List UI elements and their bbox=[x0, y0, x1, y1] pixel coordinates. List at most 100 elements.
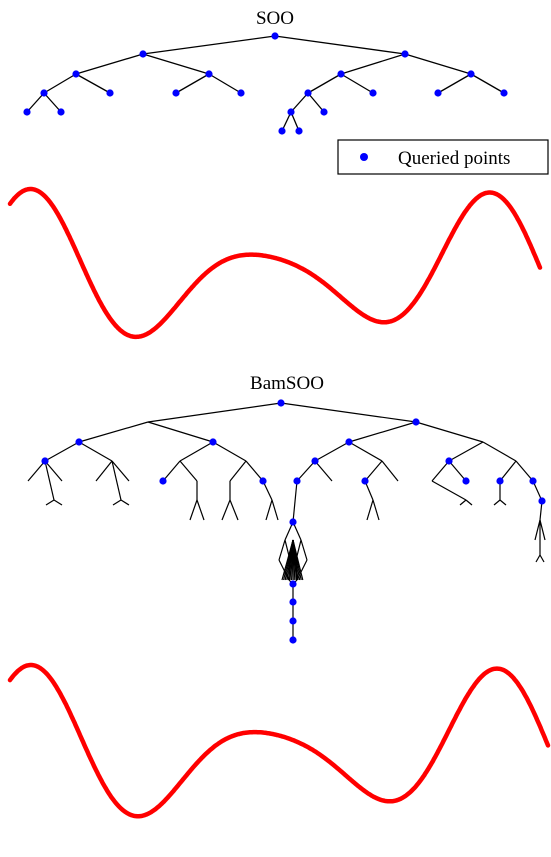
soo-tree-queried-point bbox=[237, 89, 245, 97]
bamsoo-tree-edge bbox=[221, 499, 231, 521]
soo-tree-points bbox=[23, 32, 508, 135]
bamsoo-tree-edge bbox=[535, 554, 541, 563]
soo-tree-edge bbox=[43, 73, 77, 94]
bamsoo-tree-queried-point bbox=[159, 477, 167, 485]
bamsoo-tree-edge bbox=[539, 519, 546, 541]
bamsoo-objective-curve bbox=[7, 662, 551, 819]
bamsoo-tree-queried-point bbox=[289, 580, 297, 588]
bamsoo-tree-queried-point bbox=[529, 477, 537, 485]
soo-tree-queried-point bbox=[106, 89, 114, 97]
bamsoo-tree-queried-point bbox=[259, 477, 267, 485]
bamsoo-tree-edge bbox=[27, 460, 46, 482]
soo-tree-edge bbox=[142, 35, 276, 55]
soo-tree-queried-point bbox=[271, 32, 279, 40]
soo-tree-edge bbox=[404, 53, 472, 75]
bamsoo-tree-edge bbox=[493, 499, 501, 506]
bamsoo-tree-queried-point bbox=[293, 477, 301, 485]
soo-tree-queried-point bbox=[304, 89, 312, 97]
soo-tree-queried-point bbox=[287, 108, 295, 116]
soo-objective-curve bbox=[7, 186, 543, 340]
bamsoo-tree-edge bbox=[245, 460, 264, 482]
bamsoo-tree-queried-point bbox=[462, 477, 470, 485]
bamsoo-tree-edge bbox=[539, 554, 545, 563]
bamsoo-tree-queried-point bbox=[41, 457, 49, 465]
soo-tree-queried-point bbox=[320, 108, 328, 116]
soo-tree-edge bbox=[307, 73, 342, 94]
bamsoo-tree-edge bbox=[44, 460, 63, 482]
bamsoo-tree-edge bbox=[465, 499, 473, 506]
soo-tree-edge bbox=[274, 35, 406, 55]
bamsoo-tree-edge bbox=[415, 421, 484, 443]
bamsoo-tree-edge bbox=[53, 499, 63, 506]
bamsoo-tree-edge bbox=[147, 402, 282, 423]
bamsoo-tree-edge bbox=[482, 441, 517, 462]
bamsoo-tree-edge bbox=[431, 460, 450, 482]
bamsoo-title: BamSOO bbox=[250, 373, 324, 394]
soo-tree-queried-point bbox=[467, 70, 475, 78]
bamsoo-tree-edge bbox=[296, 460, 316, 482]
bamsoo-tree-queried-point bbox=[538, 497, 546, 505]
soo-tree-edge bbox=[175, 73, 210, 94]
bamsoo-tree-edge bbox=[111, 460, 122, 501]
bamsoo-tree-edge bbox=[78, 421, 149, 443]
bamsoo-tree-edge bbox=[147, 421, 214, 443]
bamsoo-tree-points bbox=[41, 399, 546, 644]
bamsoo-tree-edge bbox=[515, 460, 534, 482]
bamsoo-tree-edge bbox=[120, 499, 130, 506]
bamsoo-tree-edge bbox=[189, 499, 198, 521]
soo-tree-edge bbox=[208, 73, 242, 94]
soo-tree-queried-point bbox=[172, 89, 180, 97]
bamsoo-tree-edge bbox=[111, 460, 130, 482]
bamsoo-tree-edge bbox=[314, 441, 350, 462]
bamsoo-tree-edge bbox=[348, 441, 383, 462]
soo-tree-queried-point bbox=[337, 70, 345, 78]
bamsoo-tree-edge bbox=[381, 460, 399, 482]
soo-tree-edge bbox=[340, 73, 374, 94]
soo-tree-edge bbox=[75, 53, 144, 75]
bamsoo-tree-edge bbox=[280, 402, 417, 423]
bamsoo-tree-queried-point bbox=[496, 477, 504, 485]
bamsoo-tree-queried-point bbox=[445, 457, 453, 465]
bamsoo-tree-edge bbox=[300, 539, 308, 561]
bamsoo-tree-edge bbox=[229, 499, 239, 521]
bamsoo-tree-queried-point bbox=[289, 617, 297, 625]
bamsoo-tree-edge bbox=[448, 441, 484, 462]
bamsoo-tree-queried-point bbox=[289, 518, 297, 526]
bamsoo-tree-edge bbox=[45, 499, 55, 506]
soo-tree-queried-point bbox=[40, 89, 48, 97]
soo-tree-queried-point bbox=[295, 127, 303, 135]
soo-tree-queried-point bbox=[23, 108, 31, 116]
bamsoo-tree-edge bbox=[499, 460, 517, 482]
bamsoo-tree-queried-point bbox=[209, 438, 217, 446]
soo-tree-edge bbox=[75, 73, 111, 94]
bamsoo-tree-queried-point bbox=[361, 477, 369, 485]
bamsoo-tree-edge bbox=[44, 460, 55, 501]
bamsoo-tree-edge bbox=[212, 441, 247, 462]
legend-box bbox=[337, 139, 549, 175]
bamsoo-tree-queried-point bbox=[277, 399, 285, 407]
bamsoo-tree-queried-point bbox=[289, 598, 297, 606]
bamsoo-tree-edge bbox=[364, 460, 383, 482]
bamsoo-tree-edge bbox=[314, 460, 333, 482]
soo-tree-queried-point bbox=[278, 127, 286, 135]
bamsoo-tree-edge bbox=[278, 539, 286, 561]
bamsoo-tree-edge bbox=[348, 421, 417, 443]
bamsoo-tree-edge bbox=[366, 499, 374, 521]
bamsoo-tree-edge bbox=[44, 441, 80, 462]
legend: Queried points bbox=[337, 139, 549, 175]
bamsoo-tree-edge bbox=[499, 499, 507, 506]
bamsoo-tree-edge bbox=[78, 441, 113, 462]
soo-tree-edge bbox=[290, 92, 309, 113]
bamsoo-tree-edge bbox=[534, 519, 541, 541]
bamsoo-tree-edge bbox=[162, 460, 181, 482]
legend-marker-queried-points bbox=[360, 153, 368, 161]
soo-tree-queried-point bbox=[369, 89, 377, 97]
bamsoo-tree-edge bbox=[372, 499, 380, 521]
bamsoo-tree-edge bbox=[265, 499, 273, 521]
bamsoo-tree-queried-point bbox=[289, 636, 297, 644]
soo-tree-edges bbox=[26, 35, 505, 132]
bamsoo-tree-edge bbox=[431, 480, 467, 501]
bamsoo-tree-edge bbox=[179, 460, 198, 482]
soo-tree-queried-point bbox=[500, 89, 508, 97]
soo-title: SOO bbox=[256, 8, 294, 29]
